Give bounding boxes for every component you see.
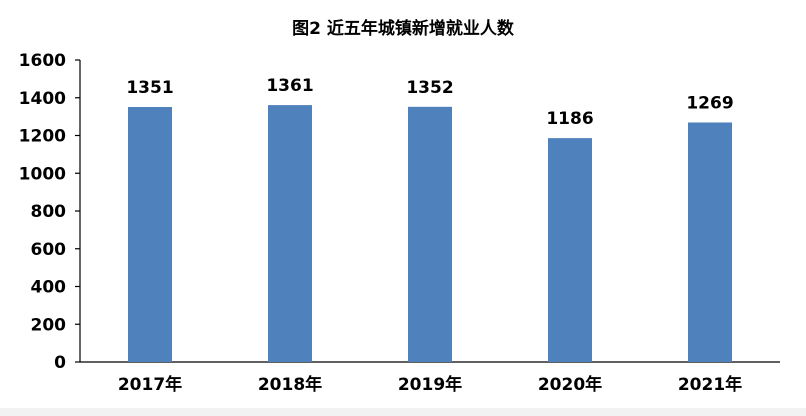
y-tick-label: 1000 — [19, 164, 66, 184]
bar — [128, 106, 172, 362]
bar-value-label: 1186 — [546, 109, 593, 129]
x-tick-label: 2020年 — [538, 374, 602, 395]
bar — [688, 122, 732, 362]
data-labels-group: 1351 1361 1352 1186 1269 — [126, 76, 733, 129]
x-tick-label: 2017年 — [118, 374, 182, 395]
y-tick-label: 600 — [31, 240, 67, 260]
bar — [408, 106, 452, 362]
y-tick-label: 1600 — [19, 51, 66, 71]
x-tick-label: 2019年 — [398, 374, 462, 395]
bar-value-label: 1269 — [686, 93, 733, 113]
y-tick-label: 1400 — [19, 89, 66, 109]
bar-value-label: 1361 — [266, 76, 313, 96]
bar-value-label: 1352 — [406, 78, 453, 98]
y-axis: 0 200 400 600 800 1000 1200 1400 1600 — [19, 51, 81, 373]
bar — [548, 138, 592, 362]
y-tick-label: 200 — [31, 315, 67, 335]
bar — [268, 105, 312, 362]
y-tick-label: 400 — [31, 278, 67, 298]
x-axis: 2017年 2018年 2019年 2020年 2021年 — [80, 361, 780, 395]
bar-value-label: 1351 — [126, 78, 173, 98]
y-tick-label: 800 — [31, 202, 67, 222]
y-tick-label: 1200 — [19, 127, 66, 147]
chart-title: 图2 近五年城镇新增就业人数 — [292, 18, 515, 39]
y-tick-label: 0 — [54, 353, 66, 373]
bars-group — [128, 105, 732, 362]
bottom-divider — [0, 408, 806, 416]
x-tick-label: 2018年 — [258, 374, 322, 395]
x-tick-label: 2021年 — [678, 374, 742, 395]
